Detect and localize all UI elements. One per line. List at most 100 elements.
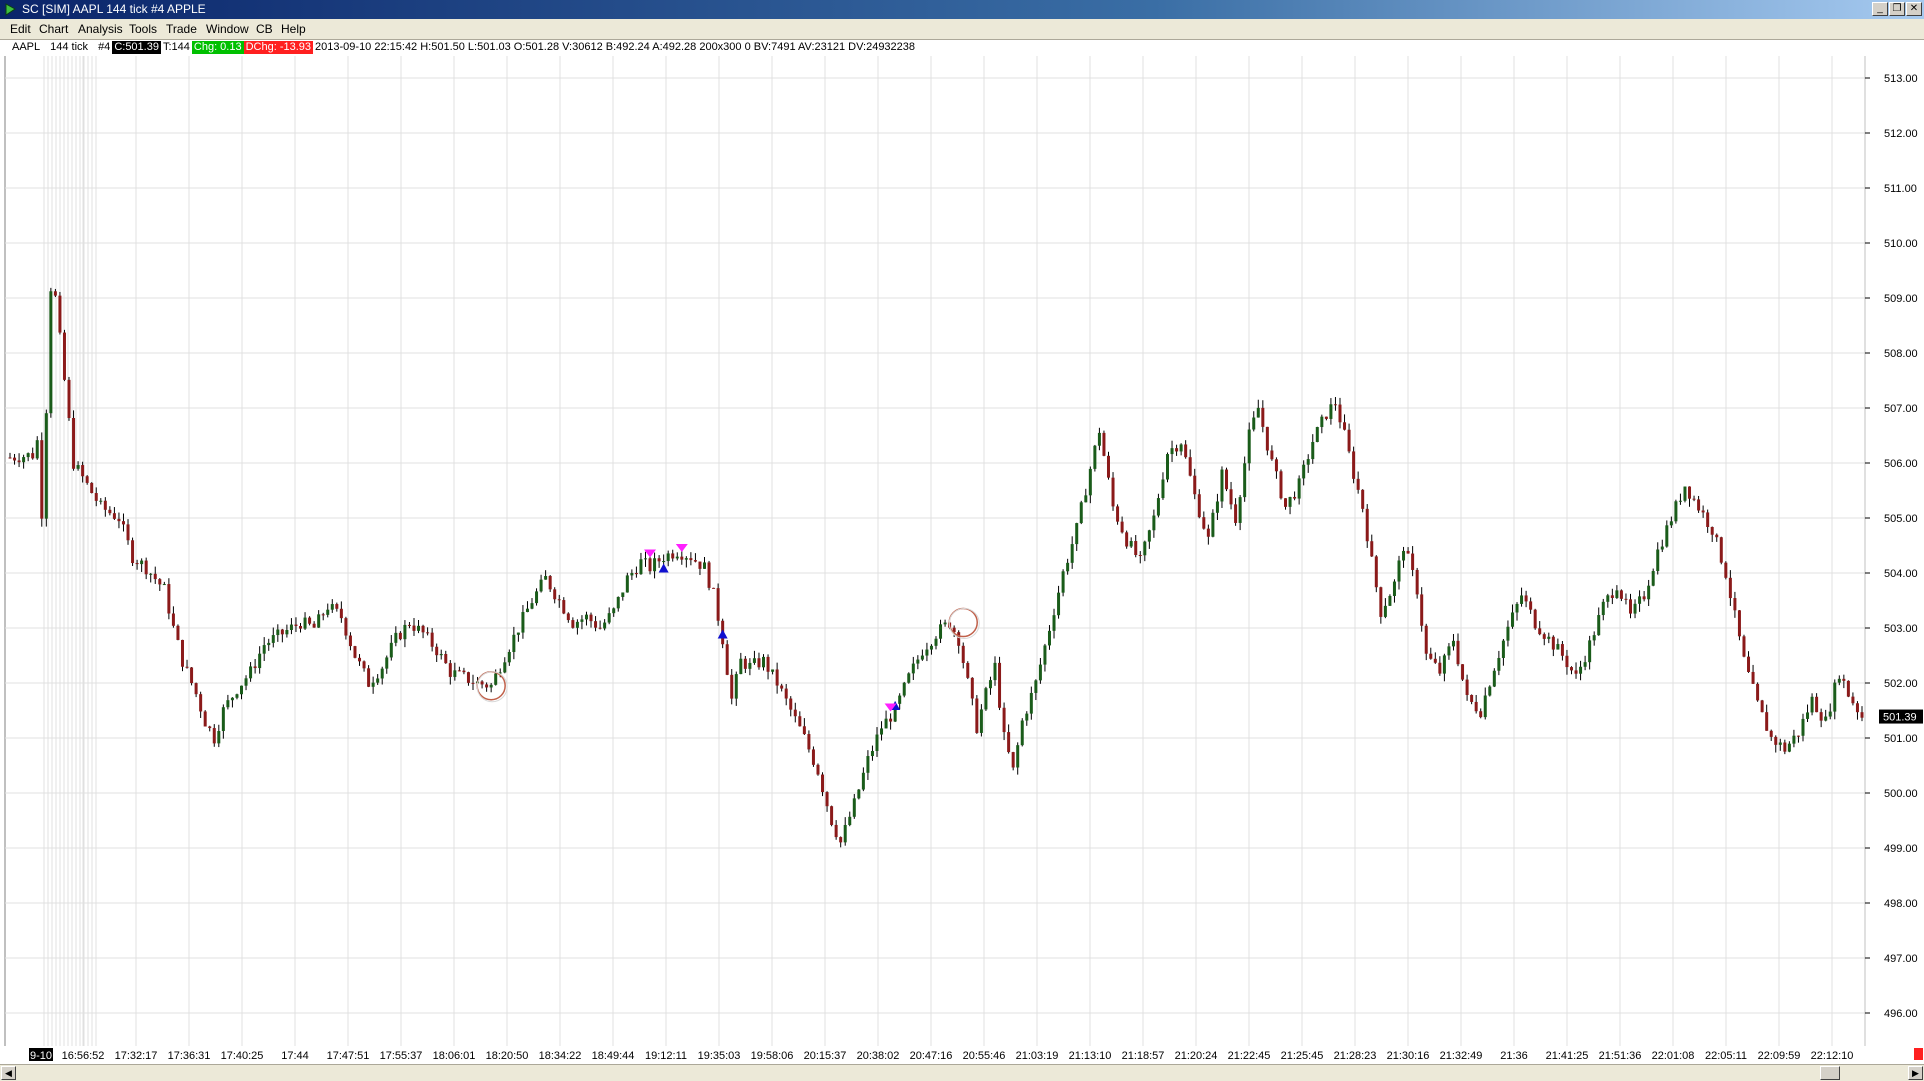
candle bbox=[208, 725, 212, 732]
candle bbox=[1424, 623, 1428, 661]
candle bbox=[448, 660, 452, 685]
candle bbox=[793, 702, 797, 723]
candle bbox=[1520, 587, 1524, 607]
candle bbox=[1052, 608, 1056, 639]
candle bbox=[780, 683, 784, 692]
candles bbox=[8, 287, 1864, 848]
circle-marker-shadow bbox=[948, 608, 980, 639]
candle bbox=[1011, 751, 1015, 771]
candle bbox=[1433, 652, 1437, 664]
candle bbox=[149, 573, 153, 583]
menu-trade[interactable]: Trade bbox=[166, 22, 197, 36]
candle bbox=[1615, 585, 1619, 599]
candle bbox=[240, 685, 243, 700]
candle bbox=[1456, 633, 1460, 667]
candle bbox=[1333, 397, 1337, 411]
candle bbox=[870, 745, 874, 761]
candle bbox=[1610, 588, 1614, 605]
candle bbox=[457, 666, 461, 672]
candle bbox=[1851, 692, 1855, 706]
candle bbox=[748, 658, 752, 676]
candle bbox=[358, 654, 362, 666]
price-tick-label: 507.00 bbox=[1884, 403, 1918, 415]
candle bbox=[889, 713, 893, 730]
candle bbox=[734, 671, 738, 706]
candle bbox=[898, 693, 902, 710]
candle bbox=[1206, 524, 1210, 545]
candle bbox=[317, 610, 321, 628]
candle bbox=[1138, 551, 1142, 564]
minimize-button[interactable]: _ bbox=[1872, 2, 1888, 16]
scroll-left-icon[interactable]: ◀ bbox=[1, 1066, 16, 1080]
candle bbox=[13, 453, 17, 465]
candle bbox=[566, 612, 570, 623]
candle bbox=[621, 592, 625, 601]
scroll-thumb[interactable] bbox=[1820, 1066, 1840, 1080]
candle bbox=[271, 627, 275, 648]
candle bbox=[1392, 579, 1396, 603]
price-chart[interactable]: 513.00 512.00 511.00 510.00 509.00 508.00 507.… bbox=[0, 40, 1924, 1080]
candle bbox=[1569, 666, 1573, 675]
candle bbox=[1079, 500, 1083, 525]
candle bbox=[880, 721, 884, 741]
candle bbox=[984, 686, 988, 711]
candle bbox=[548, 574, 552, 593]
candle bbox=[1252, 411, 1256, 432]
candle bbox=[1075, 522, 1079, 551]
candle bbox=[1488, 685, 1492, 697]
menu-bar: Edit Chart Analysis Tools Trade Window C… bbox=[0, 19, 1924, 40]
candle bbox=[594, 616, 598, 632]
candle bbox=[462, 667, 466, 675]
candle bbox=[1020, 718, 1024, 747]
menu-analysis[interactable]: Analysis bbox=[78, 22, 123, 36]
candle bbox=[299, 622, 303, 633]
time-tick-label: 18:34:22 bbox=[539, 1050, 582, 1062]
menu-chart[interactable]: Chart bbox=[39, 22, 69, 36]
candle bbox=[1274, 457, 1278, 479]
menu-help[interactable]: Help bbox=[281, 22, 306, 36]
time-tick-label: 18:49:44 bbox=[592, 1050, 635, 1062]
time-tick-label: 17:47:51 bbox=[327, 1050, 370, 1062]
menu-edit[interactable]: Edit bbox=[10, 22, 31, 36]
scroll-right-icon[interactable]: ▶ bbox=[1908, 1066, 1923, 1080]
candle bbox=[1560, 641, 1564, 661]
candle bbox=[1638, 590, 1642, 612]
candle bbox=[1742, 634, 1746, 658]
candle bbox=[308, 616, 312, 626]
candle bbox=[398, 631, 402, 641]
candle bbox=[1542, 632, 1546, 646]
candle bbox=[1102, 430, 1106, 457]
candle bbox=[934, 636, 938, 650]
candle bbox=[1120, 516, 1124, 534]
candle bbox=[544, 570, 548, 580]
candle bbox=[1111, 472, 1115, 511]
menu-cb[interactable]: CB bbox=[256, 22, 273, 36]
candle bbox=[326, 603, 330, 618]
candle bbox=[1551, 635, 1555, 657]
candle bbox=[998, 656, 1002, 711]
restore-button[interactable]: ❐ bbox=[1889, 2, 1905, 16]
candle bbox=[140, 558, 144, 572]
candle bbox=[929, 644, 933, 655]
price-tick-label: 510.00 bbox=[1884, 238, 1918, 250]
time-tick-label: 21:03:19 bbox=[1016, 1050, 1059, 1062]
time-tick-label: 20:47:16 bbox=[910, 1050, 953, 1062]
candle bbox=[1261, 400, 1265, 433]
menu-window[interactable]: Window bbox=[206, 22, 249, 36]
candle bbox=[875, 727, 879, 757]
menu-tools[interactable]: Tools bbox=[129, 22, 158, 36]
info-interval: 144 tick bbox=[50, 41, 89, 53]
candle bbox=[1329, 398, 1333, 425]
horizontal-scrollbar[interactable]: ◀ ▶ bbox=[0, 1064, 1924, 1081]
price-tick-label: 501.00 bbox=[1884, 733, 1918, 745]
candle bbox=[630, 569, 634, 580]
candle bbox=[516, 632, 520, 642]
candle bbox=[1651, 568, 1655, 587]
candle bbox=[1038, 658, 1042, 684]
candle bbox=[167, 578, 171, 620]
close-button[interactable]: ✕ bbox=[1906, 2, 1922, 16]
date-label: 9-10 bbox=[30, 1050, 52, 1062]
candle bbox=[698, 561, 702, 576]
candle bbox=[562, 597, 566, 615]
candle bbox=[1179, 443, 1183, 456]
